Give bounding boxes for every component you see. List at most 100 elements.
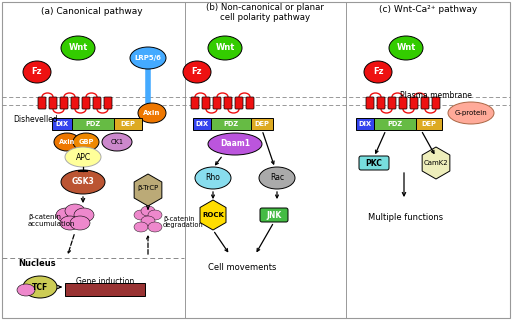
Ellipse shape xyxy=(56,208,76,222)
Polygon shape xyxy=(134,174,162,206)
FancyBboxPatch shape xyxy=(60,97,68,109)
FancyBboxPatch shape xyxy=(193,118,211,130)
Ellipse shape xyxy=(73,133,99,151)
Text: CamK2: CamK2 xyxy=(424,160,449,166)
Ellipse shape xyxy=(195,167,231,189)
Ellipse shape xyxy=(141,206,155,216)
Ellipse shape xyxy=(130,47,166,69)
Ellipse shape xyxy=(364,61,392,83)
FancyBboxPatch shape xyxy=(104,97,112,109)
Ellipse shape xyxy=(54,133,80,151)
Text: DIX: DIX xyxy=(196,121,208,127)
Ellipse shape xyxy=(17,284,35,296)
FancyBboxPatch shape xyxy=(224,97,232,109)
FancyBboxPatch shape xyxy=(202,97,210,109)
Text: Axin: Axin xyxy=(143,110,161,116)
Ellipse shape xyxy=(70,216,90,230)
Text: cell polarity pathway: cell polarity pathway xyxy=(220,13,310,22)
Text: Rho: Rho xyxy=(205,173,221,182)
Text: Rac: Rac xyxy=(270,173,284,182)
Text: PKC: PKC xyxy=(366,158,382,167)
FancyBboxPatch shape xyxy=(399,97,407,109)
Text: DEP: DEP xyxy=(120,121,136,127)
Text: Multiple functions: Multiple functions xyxy=(369,212,443,221)
Text: Fz: Fz xyxy=(373,68,383,76)
FancyBboxPatch shape xyxy=(2,2,510,318)
Ellipse shape xyxy=(208,133,262,155)
Ellipse shape xyxy=(134,210,148,220)
Text: Wnt: Wnt xyxy=(216,44,234,52)
Ellipse shape xyxy=(102,133,132,151)
Text: (a) Canonical pathway: (a) Canonical pathway xyxy=(41,7,143,17)
FancyBboxPatch shape xyxy=(72,118,114,130)
Text: PDZ: PDZ xyxy=(223,121,239,127)
FancyBboxPatch shape xyxy=(260,208,288,222)
Ellipse shape xyxy=(65,147,101,167)
FancyBboxPatch shape xyxy=(71,97,79,109)
FancyBboxPatch shape xyxy=(366,97,374,109)
Ellipse shape xyxy=(23,276,57,298)
Text: JNK: JNK xyxy=(266,211,282,220)
Text: CK1: CK1 xyxy=(111,139,123,145)
Ellipse shape xyxy=(148,210,162,220)
Text: PDZ: PDZ xyxy=(86,121,100,127)
Ellipse shape xyxy=(208,36,242,60)
FancyBboxPatch shape xyxy=(211,118,251,130)
Ellipse shape xyxy=(74,208,94,222)
Text: ROCK: ROCK xyxy=(202,212,224,218)
FancyBboxPatch shape xyxy=(49,97,57,109)
Text: Dishevelled: Dishevelled xyxy=(13,116,58,124)
FancyBboxPatch shape xyxy=(356,118,374,130)
FancyBboxPatch shape xyxy=(246,97,254,109)
Text: Axin: Axin xyxy=(59,139,75,145)
FancyBboxPatch shape xyxy=(38,97,46,109)
Text: Wnt: Wnt xyxy=(68,44,88,52)
FancyBboxPatch shape xyxy=(93,97,101,109)
Ellipse shape xyxy=(389,36,423,60)
Ellipse shape xyxy=(141,216,155,226)
Text: (c) Wnt-Ca²⁺ pathway: (c) Wnt-Ca²⁺ pathway xyxy=(379,5,477,14)
Text: GBP: GBP xyxy=(78,139,94,145)
Text: Plasma membrane: Plasma membrane xyxy=(400,91,472,100)
Polygon shape xyxy=(422,147,450,179)
FancyBboxPatch shape xyxy=(114,118,142,130)
Text: PDZ: PDZ xyxy=(388,121,402,127)
Ellipse shape xyxy=(65,204,85,218)
Text: β-catenin
degradation: β-catenin degradation xyxy=(163,215,204,228)
FancyBboxPatch shape xyxy=(213,97,221,109)
FancyBboxPatch shape xyxy=(377,97,385,109)
Text: APC: APC xyxy=(75,153,91,162)
Polygon shape xyxy=(200,200,226,230)
FancyBboxPatch shape xyxy=(410,97,418,109)
FancyBboxPatch shape xyxy=(359,156,389,170)
Ellipse shape xyxy=(448,102,494,124)
FancyBboxPatch shape xyxy=(251,118,273,130)
Text: GSK3: GSK3 xyxy=(72,178,94,187)
FancyBboxPatch shape xyxy=(421,97,429,109)
Ellipse shape xyxy=(183,61,211,83)
Text: Wnt: Wnt xyxy=(396,44,416,52)
Text: TCF: TCF xyxy=(32,283,48,292)
Text: Fz: Fz xyxy=(32,68,42,76)
Text: DIX: DIX xyxy=(358,121,372,127)
Text: Nucleus: Nucleus xyxy=(18,259,56,268)
Ellipse shape xyxy=(134,222,148,232)
FancyBboxPatch shape xyxy=(191,97,199,109)
Ellipse shape xyxy=(259,167,295,189)
Ellipse shape xyxy=(138,103,166,123)
Text: Fz: Fz xyxy=(192,68,202,76)
FancyBboxPatch shape xyxy=(82,97,90,109)
Text: β-TrCP: β-TrCP xyxy=(137,185,159,191)
Text: G-protein: G-protein xyxy=(455,110,487,116)
Text: (b) Non-canonical or planar: (b) Non-canonical or planar xyxy=(206,4,324,12)
Text: DIX: DIX xyxy=(55,121,69,127)
FancyBboxPatch shape xyxy=(388,97,396,109)
Ellipse shape xyxy=(61,170,105,194)
Ellipse shape xyxy=(23,61,51,83)
Text: Daam1: Daam1 xyxy=(220,140,250,148)
FancyBboxPatch shape xyxy=(374,118,416,130)
Text: DEP: DEP xyxy=(254,121,269,127)
FancyBboxPatch shape xyxy=(432,97,440,109)
Text: Cell movements: Cell movements xyxy=(208,263,276,273)
FancyBboxPatch shape xyxy=(52,118,72,130)
